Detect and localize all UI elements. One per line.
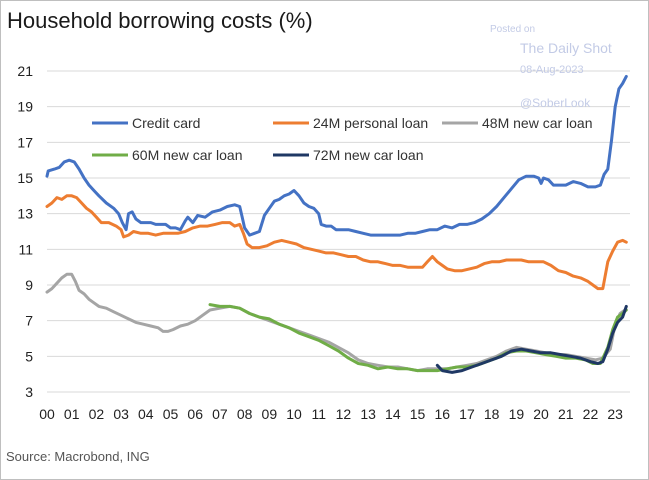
x-tick-label: 06	[187, 406, 203, 422]
x-tick-label: 02	[89, 406, 105, 422]
x-tick-label: 14	[385, 406, 401, 422]
series-line-24m-personal-loan	[45, 194, 628, 291]
x-tick-label: 04	[138, 406, 154, 422]
legend-label: 60M new car loan	[132, 147, 243, 163]
x-tick-label: 05	[163, 406, 179, 422]
x-tick-label: 11	[311, 406, 326, 422]
x-tick-label: 08	[237, 406, 253, 422]
x-tick-label: 23	[607, 406, 623, 422]
legend-label: 72M new car loan	[313, 147, 424, 163]
watermark-posted-label: Posted on	[490, 24, 536, 35]
y-tick-label: 21	[17, 63, 33, 79]
y-tick-label: 17	[17, 134, 33, 150]
x-tick-label: 19	[509, 406, 525, 422]
x-tick-label: 18	[484, 406, 500, 422]
x-tick-label: 07	[212, 406, 228, 422]
x-tick-label: 09	[262, 406, 278, 422]
legend: Credit card 24M personal loan 48M new car …	[92, 115, 593, 163]
x-tick-label: 20	[533, 406, 549, 422]
y-tick-label: 9	[25, 277, 33, 293]
y-tick-label: 7	[25, 313, 33, 329]
legend-label: 48M new car loan	[482, 115, 593, 131]
x-tick-label: 12	[336, 406, 352, 422]
legend-label: 24M personal loan	[313, 115, 428, 131]
x-tick-label: 21	[558, 406, 574, 422]
x-tick-label: 22	[583, 406, 599, 422]
y-tick-label: 11	[18, 241, 33, 257]
y-tick-label: 3	[25, 384, 33, 400]
series-line-60m-new-car-loan	[208, 303, 628, 373]
x-axis-tick-labels: 00 01 02 03 04 05 06 07 08 09 10 11 12 13 14 15 16 17 18 19…	[39, 406, 623, 422]
x-tick-label: 03	[113, 406, 129, 422]
x-tick-label: 16	[434, 406, 450, 422]
watermark-date: 08-Aug-2023	[520, 64, 584, 76]
x-tick-label: 00	[39, 406, 55, 422]
x-tick-label: 01	[64, 406, 80, 422]
y-tick-label: 19	[17, 99, 33, 115]
series-lines	[45, 74, 628, 374]
x-tick-label: 10	[286, 406, 302, 422]
y-axis-tick-labels: 3 5 7 9 11 13 15 17 19 21	[17, 63, 33, 400]
series-line-credit-card	[45, 74, 628, 237]
x-tick-label: 13	[360, 406, 376, 422]
chart-title: Household borrowing costs (%)	[7, 8, 313, 33]
series-line-72m-new-car-loan	[435, 304, 628, 374]
watermark-handle: @SoberLook	[520, 96, 591, 110]
source-note: Source: Macrobond, ING	[6, 449, 150, 464]
y-tick-label: 5	[25, 348, 33, 364]
gridlines	[47, 70, 630, 393]
y-tick-label: 15	[17, 170, 33, 186]
legend-label: Credit card	[132, 115, 200, 131]
watermark-site-name: The Daily Shot	[520, 40, 612, 56]
x-tick-label: 17	[459, 406, 475, 422]
y-tick-label: 13	[17, 206, 33, 222]
x-tick-label: 15	[410, 406, 426, 422]
